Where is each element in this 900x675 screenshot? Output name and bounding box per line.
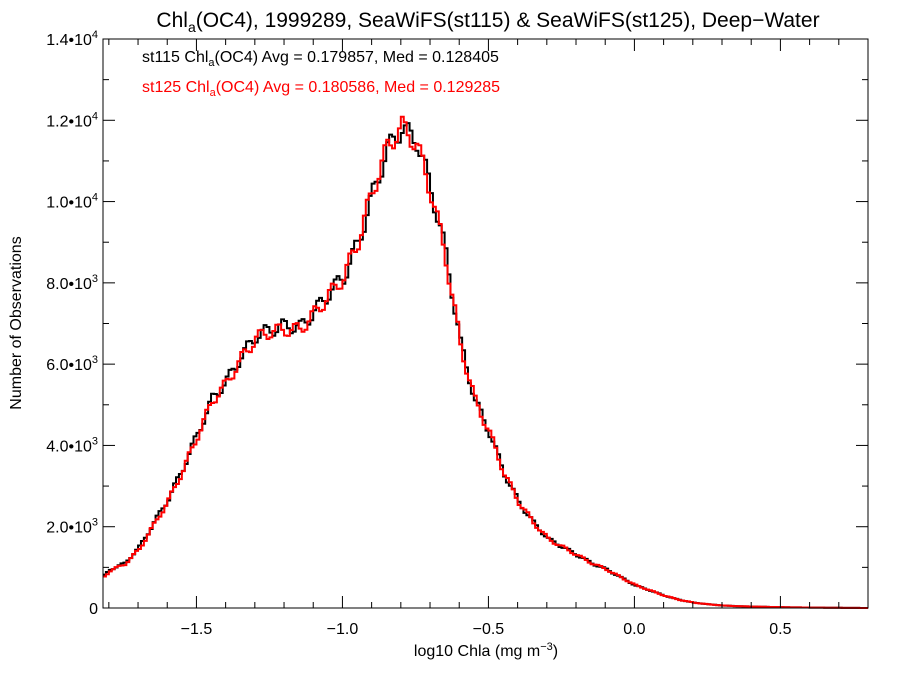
- legend-st115-label: st115 Chl: [142, 49, 208, 66]
- y-tick-label: 1.2•104: [46, 110, 98, 130]
- y-tick-label: 8.0•103: [46, 273, 98, 293]
- y-tick-mantissa: 4.0•10: [46, 438, 92, 455]
- x-tick-label: 0.0: [623, 621, 645, 638]
- y-tick-mantissa: 1.2•10: [46, 113, 92, 130]
- x-tick-label: −1.5: [181, 621, 213, 638]
- y-axis-title: Number of Observations: [8, 236, 25, 409]
- y-tick-exponent: 3: [92, 517, 98, 529]
- legend-entry-st125: st125 Chla(OC4) Avg = 0.180586, Med = 0.…: [142, 79, 500, 99]
- chart-title-prefix: Chl: [156, 9, 188, 32]
- y-tick-mantissa: 8.0•10: [46, 276, 92, 293]
- y-tick-label: 1.0•104: [46, 192, 98, 212]
- y-tick-label: 2.0•103: [46, 517, 98, 537]
- y-tick-mantissa: 0: [89, 601, 98, 618]
- series-layer: [103, 115, 868, 609]
- x-axis-title-text: log10 Chla (mg m: [414, 643, 540, 660]
- legend-st125-rest: (OC4) Avg = 0.180586, Med = 0.129285: [216, 79, 500, 96]
- legend: st115 Chla(OC4) Avg = 0.179857, Med = 0.…: [142, 49, 500, 99]
- x-tick-label: 0.5: [769, 621, 791, 638]
- y-tick-label: 1.4•104: [46, 29, 98, 49]
- y-tick-mantissa: 1.0•10: [46, 195, 92, 212]
- y-tick-label: 6.0•103: [46, 354, 98, 374]
- legend-st125-label: st125 Chl: [142, 79, 210, 96]
- y-tick-mantissa: 1.4•10: [46, 32, 92, 49]
- series-st115-line: [103, 122, 868, 609]
- y-tick-exponent: 3: [92, 354, 98, 366]
- series-st125-line: [103, 115, 868, 609]
- x-axis-title-superscript: −3: [540, 641, 553, 653]
- y-tick-exponent: 4: [92, 29, 98, 41]
- legend-st115-rest: (OC4) Avg = 0.179857, Med = 0.128405: [215, 49, 499, 66]
- chart-title: Chla(OC4), 1999289, SeaWiFS(st115) & Sea…: [156, 9, 819, 35]
- y-tick-mantissa: 2.0•10: [46, 520, 92, 537]
- y-tick-exponent: 3: [92, 435, 98, 447]
- x-tick-label: −0.5: [473, 621, 505, 638]
- tick-layer: −1.5 −1.0 −0.5 0.0 0.502.0•1034.0•1036.0•103…: [46, 29, 869, 638]
- x-tick-label: −1.0: [327, 621, 359, 638]
- x-axis-title: log10 Chla (mg m−3): [414, 641, 558, 660]
- y-tick-label: 0: [89, 601, 98, 618]
- y-tick-exponent: 4: [92, 192, 98, 204]
- y-tick-exponent: 4: [92, 110, 98, 122]
- x-axis-title-close: ): [553, 643, 558, 660]
- y-tick-label: 4.0•103: [46, 435, 98, 455]
- plot-frame: [102, 38, 869, 609]
- legend-entry-st115: st115 Chla(OC4) Avg = 0.179857, Med = 0.…: [142, 49, 499, 69]
- y-tick-mantissa: 6.0•10: [46, 357, 92, 374]
- legend-st115-subscript: a: [208, 57, 215, 69]
- legend-st125-subscript: a: [210, 87, 217, 99]
- chart-title-subscript: a: [188, 19, 196, 35]
- y-tick-exponent: 3: [92, 273, 98, 285]
- chart-title-rest: (OC4), 1999289, SeaWiFS(st115) & SeaWiFS…: [196, 9, 820, 32]
